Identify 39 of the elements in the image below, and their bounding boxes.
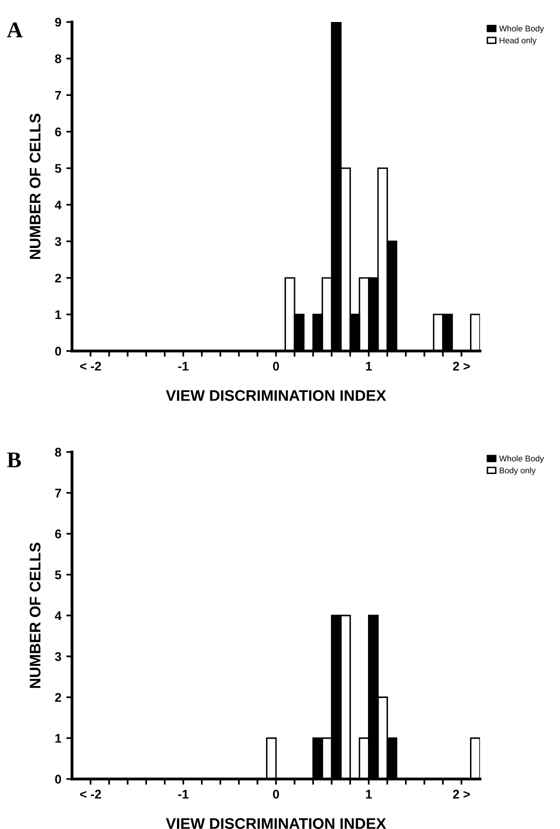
y-tick-label: 3 [54,652,62,662]
legend-label: Whole Body [499,25,544,34]
x-axis-title: VIEW DISCRIMINATION INDEX [166,818,386,829]
x-tick-label: -1 [178,790,188,798]
y-axis-title: NUMBER OF CELLS [30,542,40,688]
y-tick-label: 2 [55,274,62,282]
x-tick-label: 1 [366,790,372,798]
y-tick-label: 7 [55,488,62,498]
y-tick-label: 0 [55,774,62,784]
x-tick-label: 1 [366,362,372,370]
y-tick-label: 1 [55,734,62,743]
x-tick-label: 0 [273,362,279,371]
y-tick-label: 9 [55,18,62,27]
y-tick-label: 7 [55,91,62,100]
x-tick-label: 0 [273,790,279,799]
y-tick-label: 0 [55,346,62,356]
y-tick-label: 4 [54,200,62,210]
legend-label: Whole Body [499,455,544,464]
x-tick-label: -1 [178,362,188,370]
x-tick-label: < -2 [80,362,101,370]
x-tick-label: < -2 [80,790,101,798]
x-axis-title: VIEW DISCRIMINATION INDEX [166,390,386,401]
y-tick-label: 6 [55,127,62,136]
y-tick-label: 8 [55,448,62,457]
legend-label: Head only [500,37,537,46]
chart-title: B [7,452,21,468]
legend-label: Body only [500,467,536,476]
x-tick-label: 2 > [453,790,470,798]
y-tick-label: 3 [54,237,62,246]
x-tick-label: 2 > [453,362,470,370]
y-tick-label: 1 [55,310,62,319]
y-tick-label: 6 [55,530,62,538]
chart-title: A [6,22,23,38]
y-axis-title: NUMBER OF CELLS [30,114,40,259]
y-tick-label: 4 [54,611,62,620]
y-tick-label: 5 [55,570,62,580]
y-tick-label: 8 [55,54,62,64]
y-tick-label: 5 [55,164,62,173]
y-tick-label: 2 [55,693,62,702]
